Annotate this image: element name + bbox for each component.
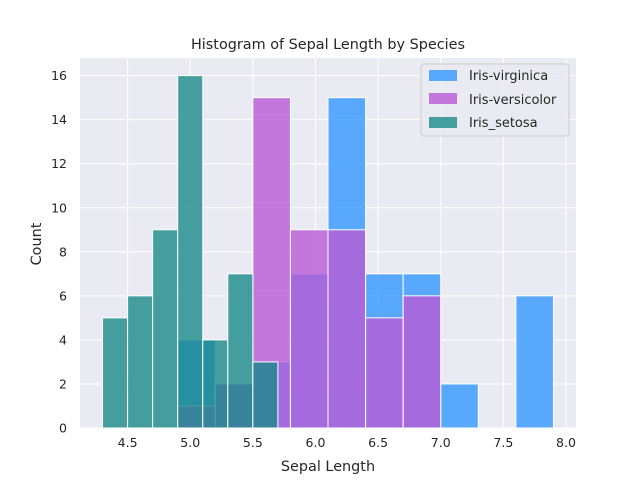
bar-iris-setosa bbox=[127, 295, 154, 429]
legend-swatch-iris-setosa bbox=[429, 117, 457, 128]
y-axis-label: Count bbox=[29, 222, 45, 265]
bar-iris-setosa bbox=[252, 361, 279, 429]
y-tick-label: 8 bbox=[59, 244, 67, 259]
x-tick-label: 5.5 bbox=[243, 435, 263, 450]
y-tick-label: 14 bbox=[51, 112, 67, 127]
bar-iris-versicolor bbox=[402, 295, 442, 429]
x-tick-label: 6.5 bbox=[368, 435, 388, 450]
chart-title: Histogram of Sepal Length by Species bbox=[191, 37, 465, 53]
y-tick-label: 4 bbox=[59, 332, 67, 347]
y-tick-label: 16 bbox=[51, 68, 67, 83]
legend-label-iris-virginica: Iris-virginica bbox=[469, 69, 548, 84]
x-tick-label: 4.5 bbox=[118, 435, 138, 450]
bars bbox=[102, 75, 554, 429]
y-tick-label: 12 bbox=[51, 156, 67, 171]
legend-label-iris-setosa: Iris_setosa bbox=[469, 116, 538, 131]
bar-iris-virginica bbox=[440, 383, 479, 429]
x-tick-label: 6.0 bbox=[306, 435, 326, 450]
ticks: 4.5 5.0 5.5 6.0 6.5 7.0 7.5 8.0 0 2 4 6 8 10 12 14 16 bbox=[51, 68, 576, 450]
x-tick-label: 8.0 bbox=[556, 435, 576, 450]
bar-iris-versicolor bbox=[327, 229, 367, 429]
bar-iris-setosa bbox=[152, 229, 179, 429]
x-axis-label: Sepal Length bbox=[281, 459, 375, 475]
legend-swatch-iris-virginica bbox=[429, 70, 457, 81]
bar-iris-versicolor bbox=[289, 229, 329, 429]
bar-iris-setosa bbox=[227, 273, 254, 429]
bar-iris-versicolor bbox=[365, 317, 404, 429]
legend-swatch-iris-versicolor bbox=[429, 93, 457, 104]
bar-iris-setosa bbox=[102, 317, 129, 429]
bar-iris-setosa bbox=[202, 339, 229, 429]
legend-frame bbox=[420, 63, 570, 137]
y-tick-label: 6 bbox=[59, 288, 67, 303]
bar-iris-setosa bbox=[177, 75, 204, 429]
y-tick-label: 0 bbox=[59, 421, 67, 436]
bar-iris-virginica bbox=[515, 295, 554, 429]
x-tick-label: 5.0 bbox=[180, 435, 200, 450]
legend: Iris-virginica Iris-versicolor Iris_seto… bbox=[420, 63, 570, 137]
y-tick-label: 10 bbox=[51, 200, 67, 215]
x-tick-label: 7.5 bbox=[493, 435, 513, 450]
x-tick-label: 7.0 bbox=[431, 435, 451, 450]
legend-label-iris-versicolor: Iris-versicolor bbox=[469, 93, 557, 108]
y-tick-label: 2 bbox=[59, 376, 67, 391]
